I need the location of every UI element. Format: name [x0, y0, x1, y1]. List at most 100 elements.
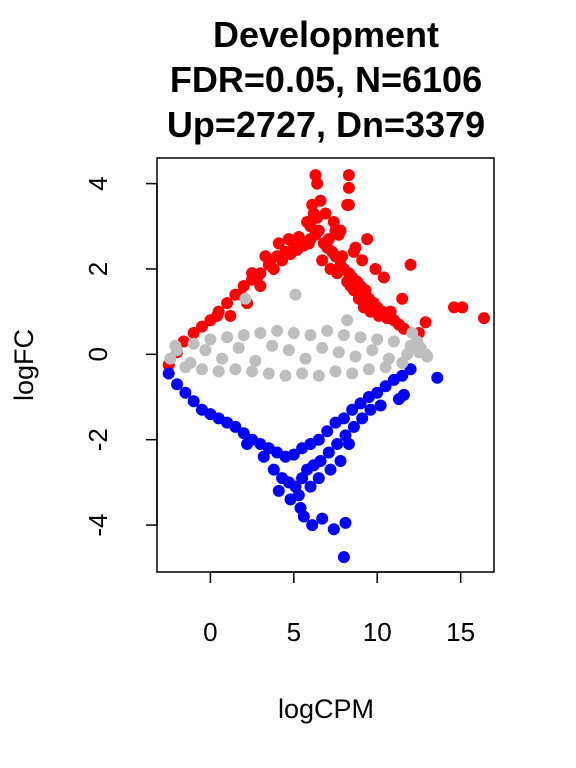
point-down: [316, 512, 329, 525]
point-up: [369, 263, 382, 275]
point-up: [276, 254, 289, 267]
point-ns: [279, 369, 292, 382]
point-down: [297, 510, 310, 523]
series-ns-points: [164, 288, 434, 382]
x-tick-label: 0: [203, 617, 217, 647]
point-up: [342, 181, 355, 194]
point-down: [324, 463, 337, 476]
point-down: [356, 412, 369, 425]
point-down: [337, 551, 350, 564]
point-down: [354, 397, 367, 410]
point-down: [312, 433, 325, 446]
point-ns: [212, 365, 225, 378]
point-ns: [221, 331, 234, 344]
point-down: [237, 427, 250, 440]
point-down: [374, 399, 387, 412]
point-down: [229, 420, 242, 433]
point-up: [342, 169, 355, 182]
point-ns: [237, 329, 250, 342]
point-ns: [371, 333, 384, 346]
point-ns: [271, 324, 284, 337]
point-up: [301, 216, 314, 228]
point-down: [304, 480, 317, 493]
point-ns: [332, 346, 345, 359]
point-down: [337, 412, 350, 425]
point-down: [292, 489, 305, 502]
point-ns: [187, 337, 200, 350]
point-down: [327, 523, 340, 536]
point-down: [287, 448, 300, 461]
point-up: [316, 254, 329, 267]
point-ns: [262, 367, 275, 380]
point-up: [478, 312, 490, 325]
point-up: [272, 237, 285, 250]
point-up: [211, 309, 224, 322]
point-up: [341, 198, 354, 211]
series-up-points: [162, 169, 490, 371]
point-ns: [184, 356, 197, 369]
point-up: [196, 320, 208, 333]
point-down: [321, 425, 334, 438]
point-ns: [289, 288, 302, 301]
point-up: [292, 231, 305, 243]
point-ns: [366, 344, 379, 357]
point-ns: [362, 363, 375, 376]
point-ns: [387, 335, 400, 348]
point-down: [404, 363, 417, 376]
point-up: [302, 237, 315, 250]
point-down: [267, 463, 280, 476]
point-up: [456, 301, 469, 314]
chart-title-line-2: FDR=0.05, N=6106: [170, 59, 482, 100]
point-up: [384, 305, 397, 318]
point-up: [251, 271, 264, 284]
point-down: [162, 367, 175, 380]
point-ns: [304, 329, 317, 342]
point-up: [404, 258, 417, 271]
point-up: [336, 250, 349, 263]
y-axis-label: logFC: [9, 329, 39, 401]
point-ns: [296, 367, 309, 380]
point-ns: [266, 339, 279, 352]
point-up: [361, 233, 374, 246]
point-ns: [239, 292, 252, 305]
point-ns: [414, 341, 427, 354]
point-down: [396, 369, 409, 382]
point-down: [342, 438, 355, 450]
point-ns: [169, 339, 182, 352]
point-down: [257, 450, 270, 463]
point-ns: [164, 352, 177, 365]
point-down: [379, 380, 392, 393]
point-ns: [312, 369, 325, 382]
point-ns: [287, 327, 300, 339]
x-axis-label: logCPM: [278, 694, 374, 724]
point-up: [448, 301, 460, 314]
point-down: [187, 395, 200, 408]
point-up: [311, 177, 324, 190]
y-tick-label: 0: [83, 347, 113, 361]
point-up: [331, 267, 344, 280]
point-up: [264, 254, 277, 267]
point-up: [377, 271, 390, 284]
y-tick-label: -4: [83, 514, 113, 537]
point-up: [314, 194, 327, 207]
point-down: [171, 378, 183, 391]
point-up: [322, 233, 335, 246]
point-up: [282, 233, 295, 246]
point-ns: [282, 344, 295, 357]
point-down: [347, 420, 360, 433]
series-down-points: [162, 363, 444, 564]
point-ns: [199, 344, 212, 357]
point-ns: [204, 333, 217, 346]
point-up: [319, 207, 332, 220]
point-ns: [232, 341, 245, 354]
point-ns: [229, 363, 242, 376]
point-ns: [346, 367, 359, 380]
point-ns: [249, 354, 262, 367]
x-tick-label: 15: [446, 617, 475, 647]
plot-frame: [156, 157, 495, 573]
point-ns: [341, 314, 354, 327]
point-up: [224, 309, 237, 322]
point-down: [306, 519, 319, 532]
point-down: [339, 516, 352, 529]
chart-title-line-1: Development: [213, 14, 439, 55]
